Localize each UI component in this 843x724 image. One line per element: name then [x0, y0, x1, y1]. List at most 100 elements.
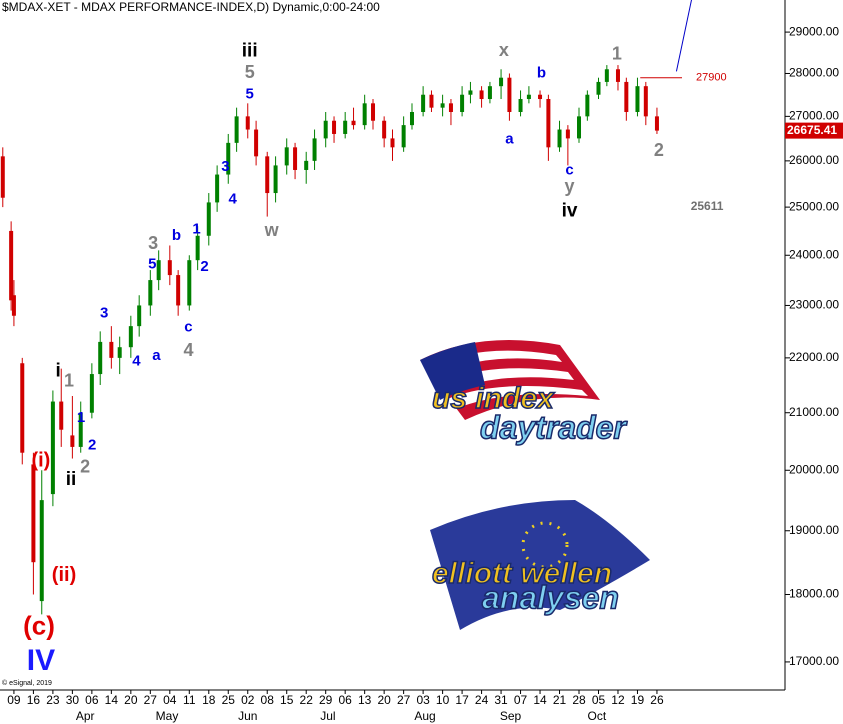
wave-label: 1 — [77, 409, 85, 426]
wave-label: 3 — [148, 233, 158, 253]
y-tick-label: 27000.00 — [789, 109, 839, 123]
x-tick-label: 24 — [475, 693, 489, 707]
candle-body — [9, 230, 14, 301]
x-tick-label: 29 — [319, 693, 333, 707]
y-tick-label: 25000.00 — [789, 199, 839, 213]
candle-body — [11, 295, 16, 316]
x-tick-label: 27 — [144, 693, 158, 707]
candle-body — [507, 77, 512, 113]
wave-label: iii — [242, 40, 258, 61]
x-tick-label: 21 — [553, 693, 567, 707]
wave-label: 3 — [100, 305, 108, 322]
candle-body — [304, 160, 309, 170]
wave-label: 1 — [64, 370, 74, 390]
wave-label: (ii) — [52, 564, 76, 586]
candle-body — [565, 129, 570, 139]
candle-body — [546, 99, 551, 148]
y-tick-label: 19000.00 — [789, 523, 839, 537]
candle-body — [195, 235, 200, 261]
y-tick-label: 28000.00 — [789, 66, 839, 80]
candle-body — [371, 103, 376, 121]
x-tick-label: 20 — [377, 693, 391, 707]
candle-body — [499, 77, 504, 87]
y-tick-label: 17000.00 — [789, 654, 839, 668]
x-tick-label: 04 — [163, 693, 177, 707]
x-tick-label: 22 — [300, 693, 314, 707]
x-tick-label: 02 — [241, 693, 255, 707]
candle-body — [409, 112, 414, 126]
candle-body — [187, 260, 192, 306]
month-label: May — [156, 709, 179, 723]
resistance-label: 27900 — [696, 72, 727, 84]
wave-label: w — [264, 220, 280, 240]
candle-body — [20, 363, 25, 453]
candle-body — [401, 125, 406, 148]
candle-body — [70, 435, 75, 447]
candle-body — [226, 142, 231, 175]
candle-body — [654, 116, 659, 131]
wave-label: 2 — [654, 140, 664, 160]
y-tick-label: 18000.00 — [789, 587, 839, 601]
candle-body — [604, 69, 609, 82]
candle-body — [206, 202, 211, 236]
x-tick-label: 25 — [222, 693, 236, 707]
y-tick-label: 23000.00 — [789, 298, 839, 312]
x-tick-label: 10 — [436, 693, 450, 707]
candle-body — [351, 120, 356, 126]
plot-area — [0, 0, 692, 615]
candle-body — [234, 116, 239, 143]
wave-label: i — [56, 360, 61, 381]
x-tick-label: 26 — [650, 693, 664, 707]
x-tick-label: 31 — [494, 693, 508, 707]
month-label: Sep — [500, 709, 522, 723]
x-tick-label: 13 — [358, 693, 372, 707]
forecast-line — [675, 0, 692, 72]
candle-body — [128, 326, 133, 348]
candle-body — [89, 374, 94, 413]
candle-body — [624, 81, 629, 113]
candle-body — [421, 94, 426, 113]
x-tick-label: 27 — [397, 693, 411, 707]
x-tick-label: 14 — [533, 693, 547, 707]
candle-body — [615, 69, 620, 82]
logo-line: elliott wellen — [432, 557, 612, 590]
wave-label: a — [505, 131, 514, 148]
logo-line: daytrader — [480, 409, 627, 445]
candle-body — [429, 94, 434, 108]
candle-body — [518, 99, 523, 113]
month-label: Jun — [238, 709, 257, 723]
candle-body — [526, 94, 531, 100]
candle-body — [487, 86, 492, 100]
wave-label: b — [172, 227, 181, 244]
candle-body — [39, 500, 44, 602]
wave-label: y — [565, 176, 575, 196]
candle-body — [557, 129, 562, 148]
wave-label: 2 — [80, 457, 90, 477]
last-price-box — [785, 122, 843, 139]
candle-body — [273, 165, 278, 194]
x-tick-label: 15 — [280, 693, 294, 707]
candle-body — [343, 120, 348, 134]
wave-label: (i) — [31, 450, 50, 472]
candle-body — [448, 103, 453, 113]
candle-body — [59, 401, 64, 430]
wave-label: a — [152, 347, 161, 364]
wave-label: 3 — [221, 158, 229, 175]
month-label: Aug — [414, 709, 435, 723]
x-tick-label: 20 — [124, 693, 138, 707]
candle-body — [265, 156, 270, 194]
logo-us-index: us index daytrader — [420, 340, 628, 446]
wave-label: c — [184, 319, 192, 336]
logo-line: analysen — [482, 579, 619, 615]
y-tick-label: 21000.00 — [789, 405, 839, 419]
wave-label: 2 — [200, 258, 208, 275]
wave-label: 2 — [88, 437, 96, 454]
candle-body — [362, 103, 367, 126]
x-tick-label: 05 — [592, 693, 606, 707]
wave-label: 4 — [229, 191, 238, 208]
flag-stripes — [425, 350, 588, 412]
candle-body — [643, 86, 648, 117]
y-tick-label: 24000.00 — [789, 247, 839, 261]
candle-body — [577, 116, 582, 139]
wave-label: 4 — [132, 353, 141, 370]
